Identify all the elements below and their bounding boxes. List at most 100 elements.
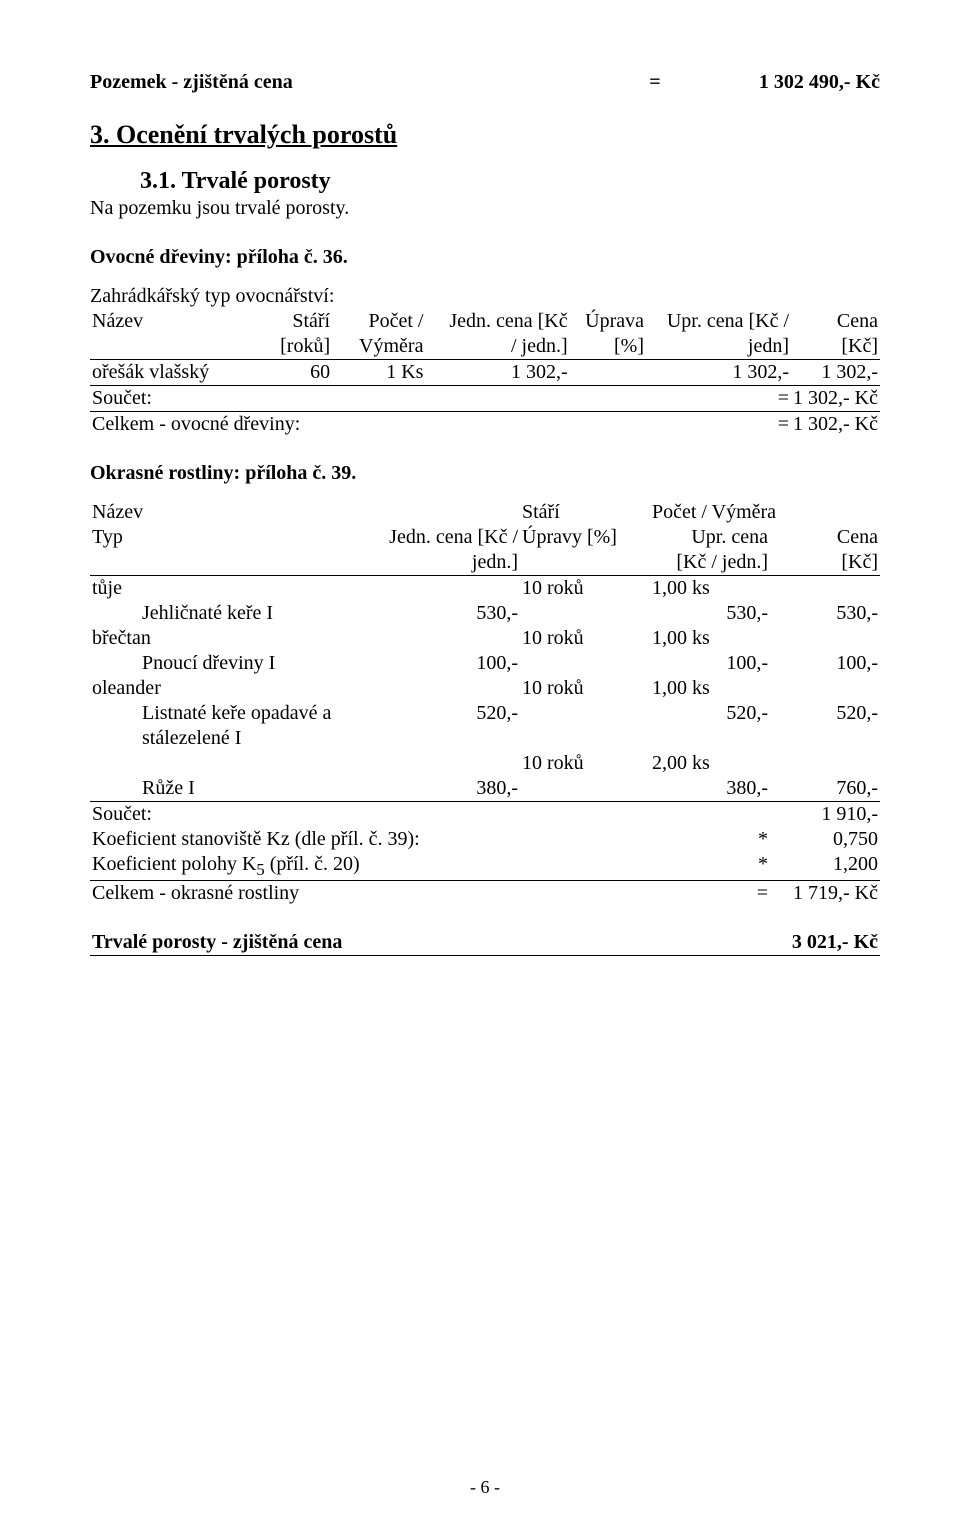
th: Upr. cena [Kč / bbox=[646, 309, 791, 334]
td: oleander bbox=[90, 676, 360, 701]
table-header-row: jedn.] [Kč / jedn.] [Kč] bbox=[90, 550, 880, 576]
final-val: 3 021,- Kč bbox=[673, 930, 880, 956]
sum-eq: = bbox=[646, 385, 791, 411]
k5-val: 1,200 bbox=[770, 852, 880, 881]
td: 530,- bbox=[770, 601, 880, 626]
header-row: Pozemek - zjištěná cena = 1 302 490,- Kč bbox=[90, 70, 880, 95]
td: 1 302,- bbox=[425, 359, 569, 385]
td: 100,- bbox=[650, 651, 770, 676]
td: 1 302,- bbox=[646, 359, 791, 385]
td: 1,00 ks bbox=[650, 575, 770, 601]
section3-title: 3. Ocenění trvalých porostů bbox=[90, 119, 880, 152]
td: 1,00 ks bbox=[650, 676, 770, 701]
th: [roků] bbox=[258, 334, 333, 360]
k5-label: Koeficient polohy K5 (příl. č. 20) bbox=[90, 852, 650, 881]
table-row-total: Celkem - ovocné dřeviny: = 1 302,- Kč bbox=[90, 411, 880, 437]
th: Počet / bbox=[332, 309, 425, 334]
final-table: Trvalé porosty - zjištěná cena 3 021,- K… bbox=[90, 930, 880, 956]
page-number: - 6 - bbox=[90, 1476, 880, 1499]
th: Název bbox=[90, 500, 360, 525]
th: Stáří bbox=[258, 309, 333, 334]
th: Jedn. cena [Kč bbox=[425, 309, 569, 334]
td: Jehličnaté keře I bbox=[140, 601, 360, 626]
table-row: 10 roků 2,00 ks bbox=[90, 751, 880, 776]
ovocne-table: Název Stáří Počet / Jedn. cena [Kč Úprav… bbox=[90, 309, 880, 437]
th: Jedn. cena [Kč / bbox=[360, 525, 520, 550]
td: ořešák vlašský bbox=[90, 359, 258, 385]
td: 100,- bbox=[770, 651, 880, 676]
th: Cena bbox=[770, 525, 880, 550]
section3-subtitle: 3.1. Trvalé porosty bbox=[90, 166, 880, 196]
th: [Kč] bbox=[791, 334, 880, 360]
table-row: Listnaté keře opadavé a 520,- 520,- 520,… bbox=[90, 701, 880, 726]
th: Cena bbox=[791, 309, 880, 334]
total-val: 1 302,- Kč bbox=[791, 411, 880, 437]
td: 10 roků bbox=[520, 626, 650, 651]
sum-val: 1 910,- bbox=[770, 801, 880, 827]
total-eq: = bbox=[646, 411, 791, 437]
sum-val: 1 302,- Kč bbox=[791, 385, 880, 411]
table-header-row: Název Stáří Počet / Jedn. cena [Kč Úprav… bbox=[90, 309, 880, 334]
td: 520,- bbox=[360, 701, 520, 726]
th: Počet / Výměra bbox=[650, 500, 880, 525]
th: Úprava bbox=[570, 309, 646, 334]
header-left: Pozemek - zjištěná cena bbox=[90, 70, 630, 95]
th: Typ bbox=[90, 525, 360, 550]
td: 10 roků bbox=[520, 676, 650, 701]
table-row: ořešák vlašský 60 1 Ks 1 302,- 1 302,- 1… bbox=[90, 359, 880, 385]
th: [%] bbox=[570, 334, 646, 360]
table-header-row: Typ Jedn. cena [Kč / Úpravy [%] Upr. cen… bbox=[90, 525, 880, 550]
total-label: Celkem - okrasné rostliny bbox=[90, 881, 650, 907]
td: 1 302,- bbox=[791, 359, 880, 385]
k5-op: * bbox=[650, 852, 770, 881]
table-header-row: [roků] Výměra / jedn.] [%] jedn] [Kč] bbox=[90, 334, 880, 360]
section3-text1: Na pozemku jsou trvalé porosty. bbox=[90, 196, 880, 221]
table-row: Pnoucí dřeviny I 100,- 100,- 100,- bbox=[90, 651, 880, 676]
total-label: Celkem - ovocné dřeviny: bbox=[90, 411, 570, 437]
k5-label-part: (příl. č. 20) bbox=[265, 853, 360, 875]
header-right: 1 302 490,- Kč bbox=[680, 70, 880, 95]
td: 2,00 ks bbox=[650, 751, 770, 776]
k5-sub: 5 bbox=[256, 860, 264, 879]
td: 10 roků bbox=[520, 575, 650, 601]
td: břečtan bbox=[90, 626, 360, 651]
td: 380,- bbox=[650, 776, 770, 802]
table-row: Koeficient polohy K5 (příl. č. 20) * 1,2… bbox=[90, 852, 880, 881]
th: jedn.] bbox=[360, 550, 520, 576]
td: 530,- bbox=[360, 601, 520, 626]
section3-text2: Ovocné dřeviny: příloha č. 36. bbox=[90, 245, 880, 270]
table-row: oleander 10 roků 1,00 ks bbox=[90, 676, 880, 701]
td: tůje bbox=[90, 575, 360, 601]
final-row: Trvalé porosty - zjištěná cena 3 021,- K… bbox=[90, 930, 880, 956]
th: Výměra bbox=[332, 334, 425, 360]
okrasne-title: Okrasné rostliny: příloha č. 39. bbox=[90, 461, 880, 486]
td: 520,- bbox=[770, 701, 880, 726]
td: 60 bbox=[258, 359, 333, 385]
table-row-total: Celkem - okrasné rostliny = 1 719,- Kč bbox=[90, 881, 880, 907]
th: jedn] bbox=[646, 334, 791, 360]
td: 1,00 ks bbox=[650, 626, 770, 651]
td: 760,- bbox=[770, 776, 880, 802]
th: Upr. cena bbox=[650, 525, 770, 550]
td: stálezelené I bbox=[140, 726, 360, 751]
total-eq: = bbox=[650, 881, 770, 907]
td: 100,- bbox=[360, 651, 520, 676]
sum-label: Součet: bbox=[90, 385, 570, 411]
k5-label-part: Koeficient polohy K bbox=[92, 853, 256, 875]
td: Pnoucí dřeviny I bbox=[140, 651, 360, 676]
okrasne-table: Název Stáří Počet / Výměra Typ Jedn. cen… bbox=[90, 500, 880, 907]
table-row: tůje 10 roků 1,00 ks bbox=[90, 575, 880, 601]
table-row: Jehličnaté keře I 530,- 530,- 530,- bbox=[90, 601, 880, 626]
th: Název bbox=[90, 309, 258, 334]
td: Růže I bbox=[140, 776, 360, 802]
table-row: břečtan 10 roků 1,00 ks bbox=[90, 626, 880, 651]
final-label: Trvalé porosty - zjištěná cena bbox=[90, 930, 673, 956]
th: [Kč / jedn.] bbox=[650, 550, 770, 576]
total-val: 1 719,- Kč bbox=[770, 881, 880, 907]
header-eq: = bbox=[630, 70, 680, 95]
kz-op: * bbox=[650, 827, 770, 852]
th: [Kč] bbox=[770, 550, 880, 576]
table-row: Koeficient stanoviště Kz (dle příl. č. 3… bbox=[90, 827, 880, 852]
table-row: stálezelené I bbox=[90, 726, 880, 751]
table-row-sum: Součet: = 1 302,- Kč bbox=[90, 385, 880, 411]
